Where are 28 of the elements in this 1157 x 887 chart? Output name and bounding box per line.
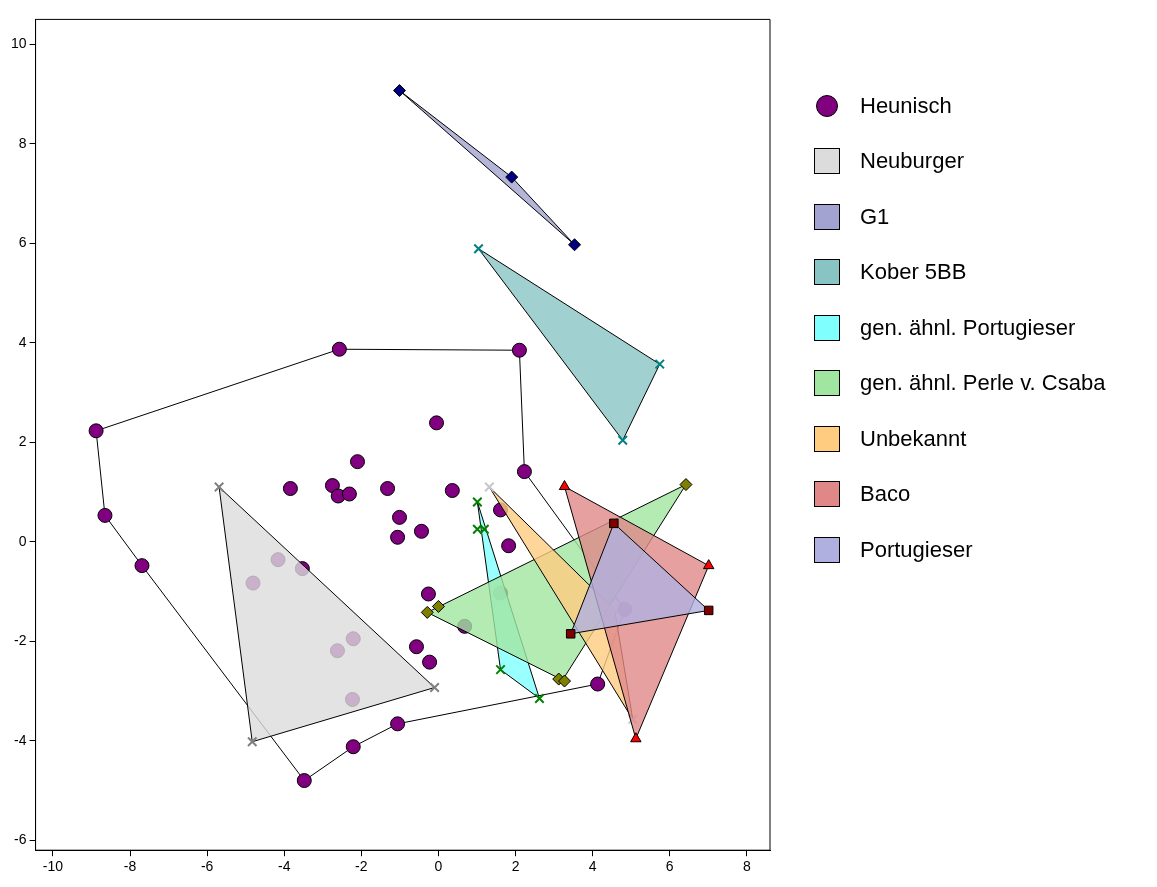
x-tick-label: -10 xyxy=(42,858,64,875)
x-tick-label: 6 xyxy=(665,858,674,875)
x-tick-label: 0 xyxy=(434,858,443,875)
x-tick-label: -6 xyxy=(200,858,214,875)
legend-label: Portugieser xyxy=(860,536,973,563)
x-tick-label: -4 xyxy=(278,858,291,875)
y-tick-label: -6 xyxy=(14,831,27,848)
legend-label: gen. ähnl. Perle v. Csaba xyxy=(860,370,1106,397)
y-tick-label: 0 xyxy=(18,532,27,549)
legend-label: gen. ähnl. Portugieser xyxy=(860,314,1076,341)
legend-label: Baco xyxy=(860,481,911,508)
legend-label: Heunisch xyxy=(860,92,952,119)
y-tick-label: -4 xyxy=(14,731,27,748)
legend-label: Neuburger xyxy=(860,148,964,175)
x-tick-label: 8 xyxy=(742,858,751,875)
y-tick-label: 10 xyxy=(10,35,27,52)
x-tick-label: 4 xyxy=(588,858,597,875)
y-tick-label: 2 xyxy=(18,433,27,450)
y-tick-label: 4 xyxy=(18,333,27,350)
x-tick-label: -2 xyxy=(355,858,368,875)
x-tick-label: 2 xyxy=(511,858,520,875)
y-tick-label: 6 xyxy=(18,234,27,251)
legend-label: G1 xyxy=(860,203,890,230)
x-tick-label: -8 xyxy=(123,858,137,875)
y-tick-label: -2 xyxy=(14,632,27,649)
legend-label: Kober 5BB xyxy=(860,259,967,286)
legend-label: Unbekannt xyxy=(860,425,967,452)
y-tick-label: 8 xyxy=(18,134,27,151)
